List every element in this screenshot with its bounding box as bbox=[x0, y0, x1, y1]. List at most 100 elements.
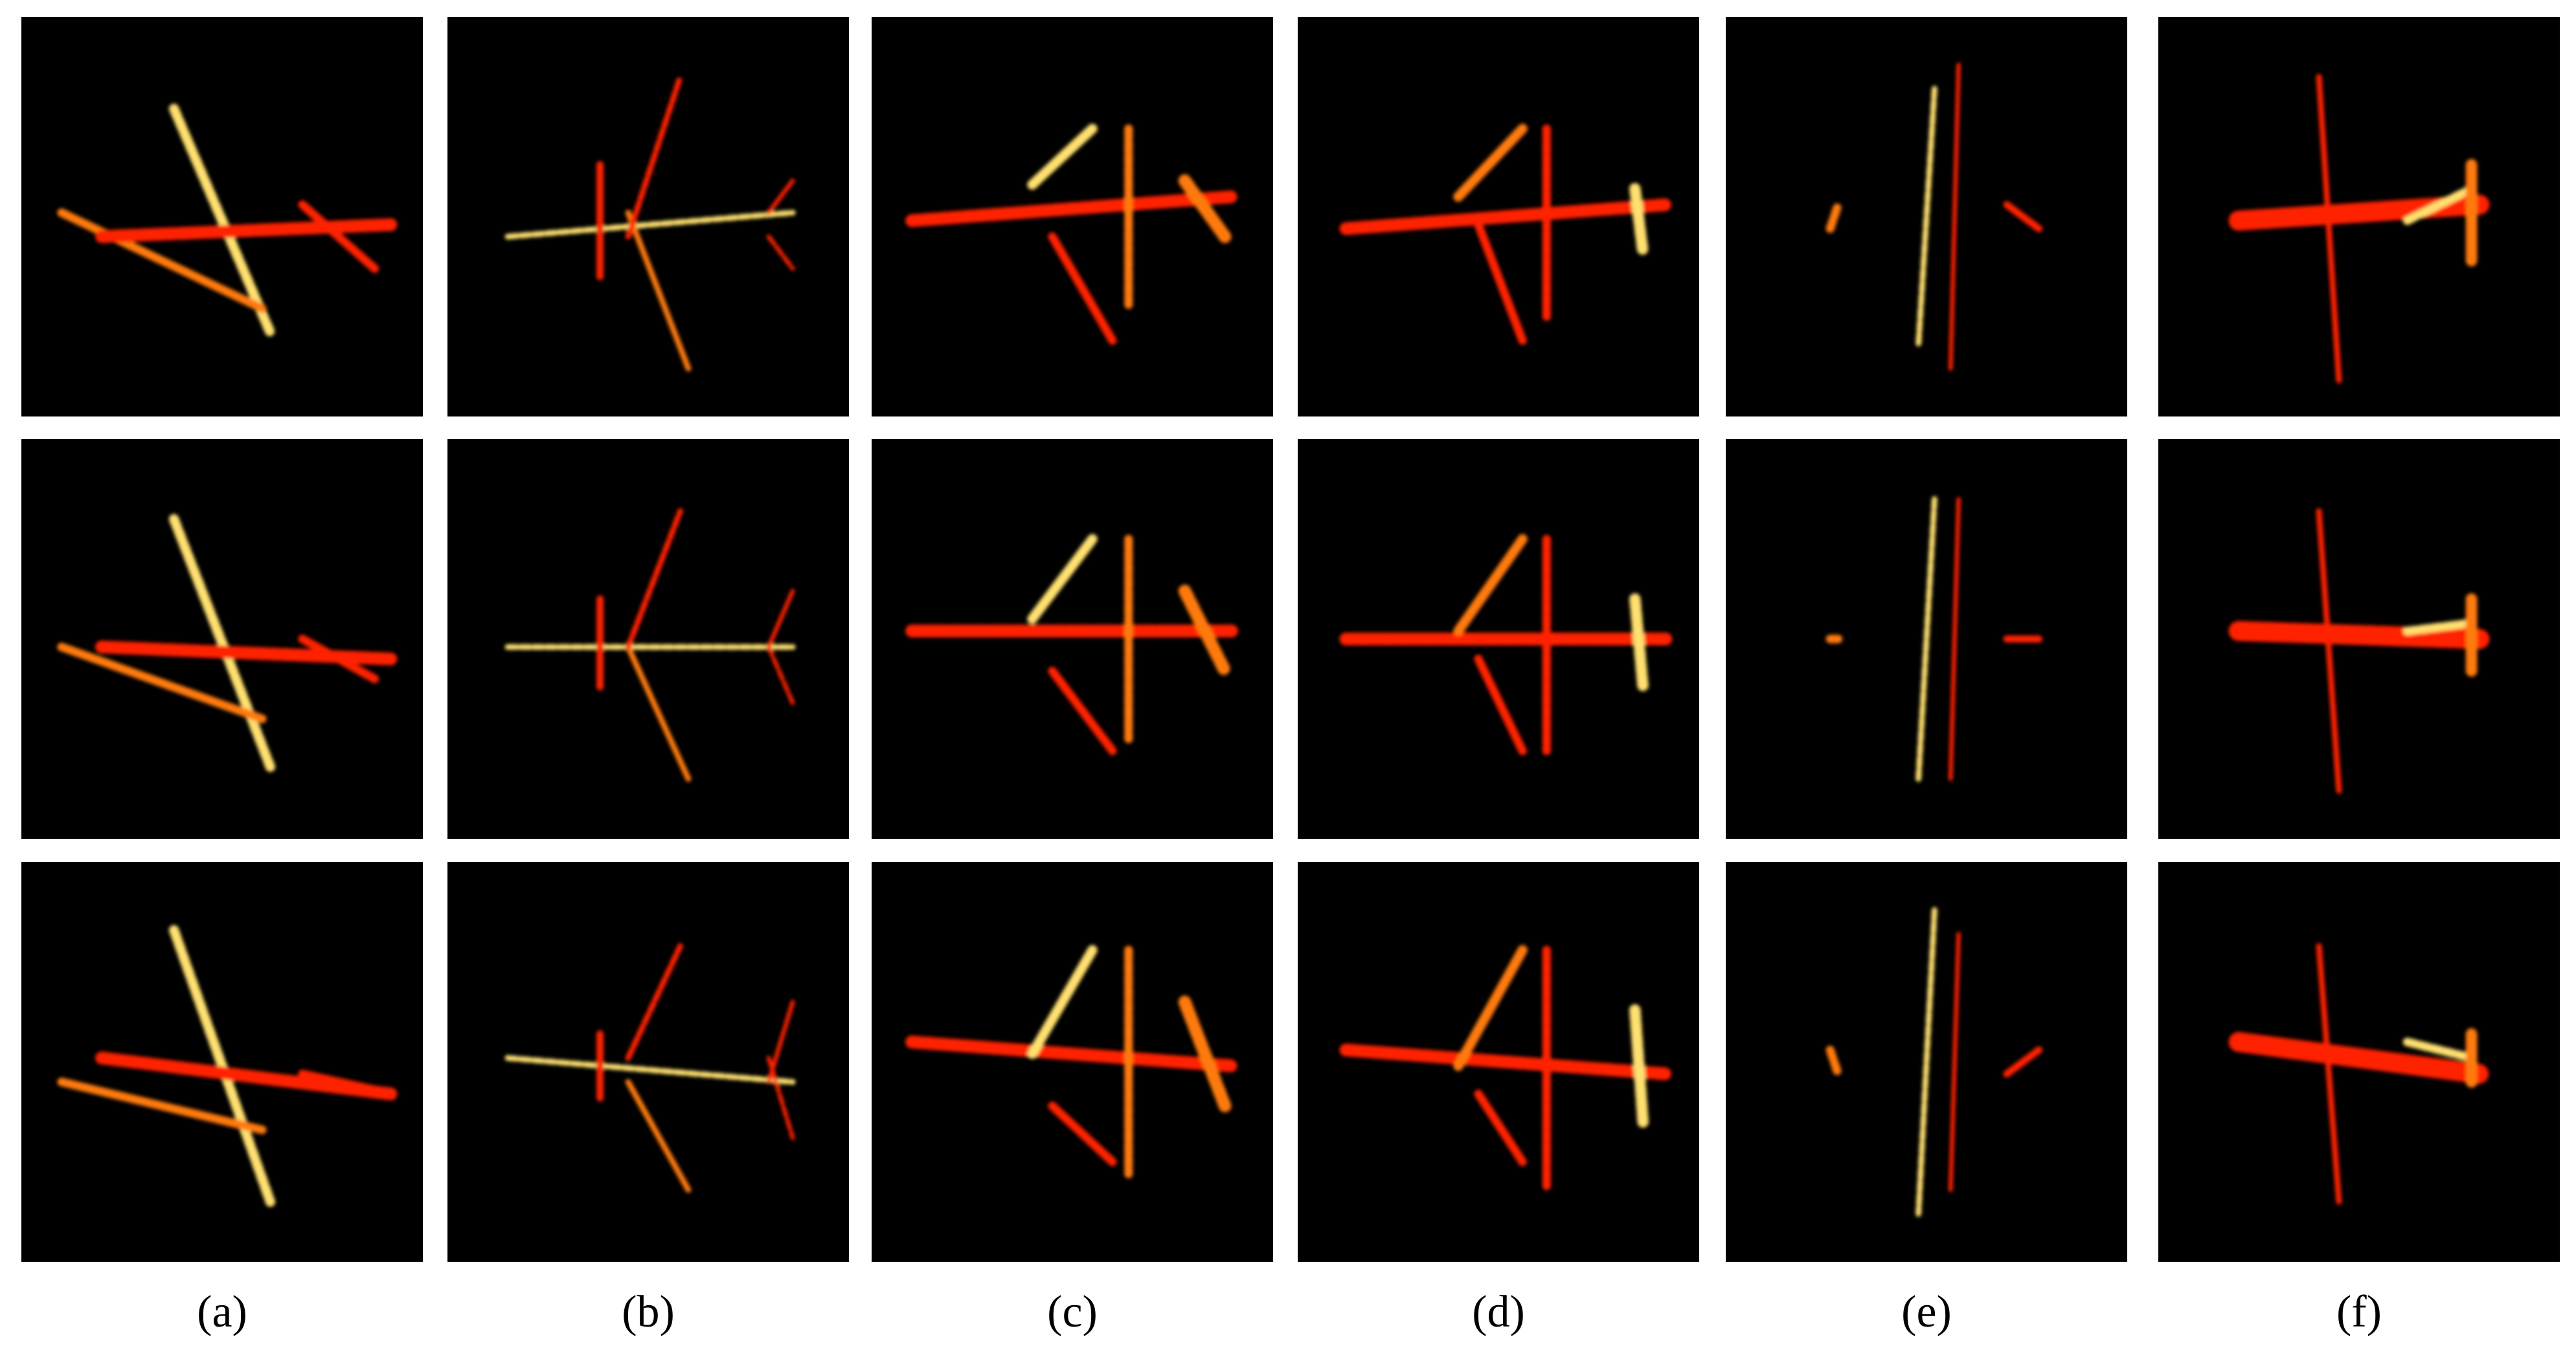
scatter-streak bbox=[2228, 1032, 2490, 1084]
target-image bbox=[905, 124, 1239, 345]
scatter-streak bbox=[57, 1077, 267, 1134]
scatter-streak bbox=[625, 1078, 692, 1193]
scatter-streak bbox=[2316, 943, 2342, 1205]
scatter-streak bbox=[1915, 496, 1938, 782]
image-panel bbox=[21, 862, 423, 1262]
scatter-streak bbox=[2003, 201, 2043, 233]
scatter-streak bbox=[625, 644, 692, 782]
image-panel bbox=[1298, 439, 1699, 839]
scatter-streak bbox=[1178, 174, 1232, 244]
scatter-streak bbox=[1453, 124, 1528, 202]
image-panel bbox=[21, 17, 423, 416]
scatter-streak bbox=[766, 234, 795, 271]
scatter-streak bbox=[1027, 124, 1098, 190]
scatter-streak bbox=[168, 104, 276, 338]
scatter-streak bbox=[766, 1056, 795, 1141]
scatter-streak bbox=[298, 200, 379, 273]
image-panel bbox=[447, 862, 849, 1262]
target-image bbox=[1339, 124, 1674, 345]
target-image bbox=[57, 925, 398, 1207]
scatter-streak bbox=[2402, 1038, 2476, 1062]
scatter-streak bbox=[625, 209, 692, 372]
image-panel bbox=[872, 862, 1273, 1262]
scatter-streak bbox=[298, 1069, 379, 1095]
image-panel bbox=[447, 439, 849, 839]
scatter-streak bbox=[1048, 1101, 1117, 1167]
scatter-streak bbox=[766, 178, 795, 215]
panel-background bbox=[447, 17, 849, 416]
scatter-streak bbox=[1453, 945, 1528, 1071]
scatter-streak bbox=[2402, 184, 2476, 225]
target-image bbox=[2228, 508, 2490, 794]
scatter-streak bbox=[625, 74, 684, 240]
image-panel bbox=[1726, 17, 2127, 416]
image-panel bbox=[1298, 17, 1699, 416]
scatter-streak bbox=[2402, 619, 2476, 635]
scatter-streak bbox=[1629, 183, 1649, 258]
scatter-streak bbox=[1629, 1004, 1649, 1128]
image-panel bbox=[1298, 862, 1699, 1262]
target-image bbox=[905, 945, 1239, 1178]
scatter-streak bbox=[1915, 86, 1938, 348]
scatter-streak bbox=[1048, 667, 1117, 755]
target-image bbox=[57, 514, 398, 772]
scatter-streak bbox=[168, 514, 276, 772]
image-panel bbox=[21, 439, 423, 839]
target-image bbox=[504, 943, 796, 1193]
target-image bbox=[2228, 943, 2490, 1205]
image-panel bbox=[2158, 439, 2560, 839]
scatter-streak bbox=[625, 943, 684, 1061]
target-image bbox=[905, 534, 1239, 755]
scatter-streak bbox=[95, 1051, 398, 1100]
target-image bbox=[504, 74, 796, 372]
scatter-streak bbox=[504, 1055, 796, 1085]
scatter-streak bbox=[1825, 200, 1843, 233]
scatter-streak bbox=[1048, 232, 1117, 345]
image-panel bbox=[1726, 862, 2127, 1262]
scatter-streak bbox=[766, 644, 795, 705]
scatter-streak bbox=[1825, 1045, 1843, 1078]
panel-background bbox=[447, 862, 849, 1262]
panel-background bbox=[447, 439, 849, 839]
scatter-streak bbox=[1629, 593, 1649, 693]
scatter-streak bbox=[1453, 534, 1528, 636]
scatter-streak bbox=[298, 634, 379, 683]
scatter-streak bbox=[1027, 534, 1098, 624]
scatter-streak bbox=[625, 508, 684, 650]
scatter-streak bbox=[57, 208, 267, 314]
panel-label: (a) bbox=[197, 1287, 247, 1337]
target-image bbox=[1825, 496, 2043, 782]
scatter-streak bbox=[1948, 931, 1961, 1192]
image-panel bbox=[447, 17, 849, 416]
target-image bbox=[1825, 907, 2043, 1217]
target-image bbox=[1339, 534, 1674, 755]
panel-label: (e) bbox=[1901, 1287, 1952, 1337]
scatter-streak bbox=[2228, 621, 2490, 649]
panel-label: (d) bbox=[1472, 1287, 1525, 1337]
image-panel bbox=[2158, 862, 2560, 1262]
image-panel bbox=[1726, 439, 2127, 839]
scatter-streak bbox=[1474, 654, 1527, 755]
scatter-streak bbox=[1948, 62, 1961, 371]
image-panel bbox=[872, 439, 1273, 839]
scatter-streak bbox=[504, 209, 796, 240]
scatter-streak bbox=[2316, 74, 2342, 383]
target-image bbox=[1825, 62, 2043, 371]
scatter-streak bbox=[2316, 508, 2342, 794]
scatter-streak bbox=[1339, 1043, 1674, 1080]
scatter-streak bbox=[1474, 1089, 1527, 1167]
scatter-streak bbox=[1474, 220, 1527, 345]
panel-label: (c) bbox=[1047, 1287, 1098, 1337]
scatter-streak bbox=[1178, 996, 1232, 1113]
scatter-streak bbox=[1027, 945, 1098, 1059]
scatter-streak bbox=[1339, 198, 1674, 235]
scatter-streak bbox=[168, 925, 276, 1207]
panel-label: (f) bbox=[2336, 1287, 2382, 1337]
target-image bbox=[1339, 945, 1674, 1191]
target-image bbox=[504, 508, 796, 782]
scatter-streak bbox=[1915, 907, 1938, 1217]
panel-label: (b) bbox=[622, 1287, 675, 1337]
scatter-streak bbox=[57, 643, 267, 724]
target-image bbox=[2228, 74, 2490, 383]
